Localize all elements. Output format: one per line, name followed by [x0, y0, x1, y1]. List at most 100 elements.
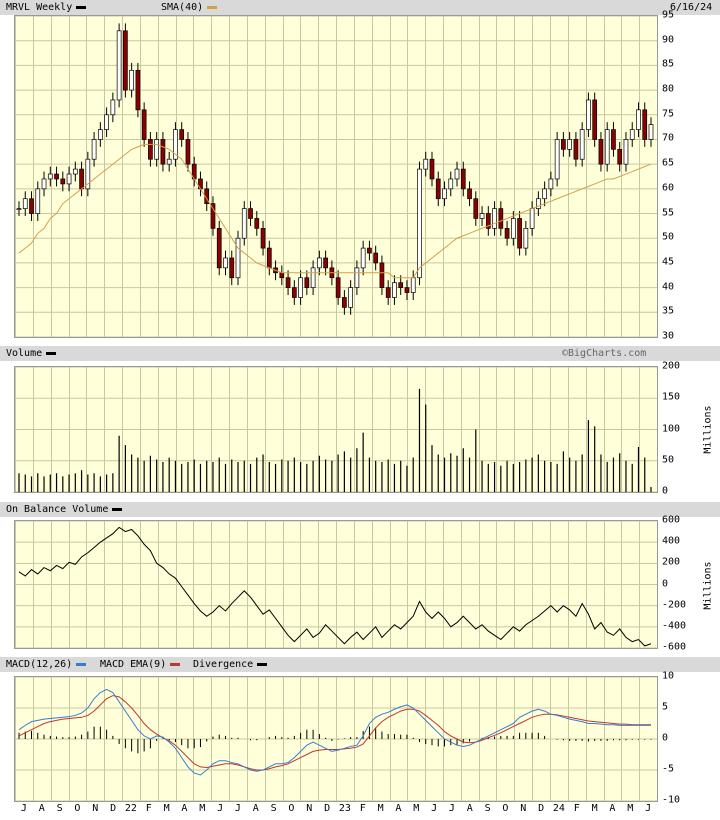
obv-y-axis: -600 -400 -200 0 200 400 600 [658, 515, 688, 653]
volume-chart [15, 367, 657, 492]
x-tick-label: J [20, 803, 27, 814]
x-tick-label: J [234, 803, 241, 814]
sma-legend: SMA(40) [161, 0, 218, 15]
x-tick-label: A [395, 803, 402, 814]
obv-label: On Balance Volume [6, 504, 109, 515]
macd-panel [14, 676, 658, 802]
divergence-legend: Divergence [193, 657, 268, 672]
y-tick-label: 50 [662, 454, 675, 466]
y-tick-label: 75 [662, 108, 675, 120]
volume-swatch [46, 351, 57, 355]
x-tick-label: 23 [338, 803, 351, 814]
x-tick-label: M [163, 803, 170, 814]
obv-panel [14, 520, 658, 649]
price-chart [15, 16, 657, 337]
x-tick-label: 22 [124, 803, 137, 814]
sma-swatch [207, 5, 218, 9]
y-tick-label: 95 [662, 9, 675, 21]
x-tick-label: M [377, 803, 384, 814]
ticker-legend: MRVL Weekly [6, 0, 87, 15]
obv-panel-header: On Balance Volume [0, 502, 720, 517]
y-tick-label: -10 [662, 794, 681, 806]
x-tick-label: N [92, 803, 99, 814]
x-tick-label: M [199, 803, 206, 814]
y-tick-label: 90 [662, 34, 675, 46]
x-tick-label: F [145, 803, 152, 814]
ticker-swatch [76, 5, 87, 9]
macd-ema-legend: MACD EMA(9) [100, 657, 181, 672]
x-tick-label: D [538, 803, 545, 814]
x-tick-label: M [627, 803, 634, 814]
x-tick-label: M [591, 803, 598, 814]
x-tick-label: F [359, 803, 366, 814]
y-tick-label: 85 [662, 58, 675, 70]
y-tick-label: 55 [662, 207, 675, 219]
x-tick-label: S [484, 803, 491, 814]
obv-swatch [112, 507, 123, 511]
divergence-swatch [257, 662, 268, 666]
price-y-axis: 30 35 40 45 50 55 60 65 70 75 80 85 90 95 [658, 10, 688, 342]
obv-chart [15, 521, 657, 648]
volume-label: Volume [6, 348, 43, 359]
x-tick-label: F [573, 803, 580, 814]
x-tick-label: A [466, 803, 473, 814]
volume-panel-header: Volume ©BigCharts.com [0, 346, 720, 361]
x-tick-label: S [56, 803, 63, 814]
x-tick-label: A [181, 803, 188, 814]
x-tick-label: S [270, 803, 277, 814]
y-tick-label: 50 [662, 231, 675, 243]
y-tick-label: 200 [662, 360, 681, 372]
y-tick-label: 600 [662, 514, 681, 526]
y-tick-label: 5 [662, 701, 669, 713]
y-tick-label: 40 [662, 281, 675, 293]
y-tick-label: 10 [662, 670, 675, 682]
macd-swatch [76, 662, 87, 666]
volume-panel [14, 366, 658, 493]
macd-panel-header: MACD(12,26) MACD EMA(9) Divergence [0, 657, 720, 672]
y-tick-label: 0 [662, 578, 669, 589]
x-tick-label: D [110, 803, 117, 814]
macd-ema-swatch [170, 662, 181, 666]
price-panel-header: MRVL Weekly SMA(40) 6/16/24 [0, 0, 720, 15]
x-tick-label: N [520, 803, 527, 814]
y-tick-label: 60 [662, 182, 675, 194]
volume-y-axis: 0 50 100 150 200 [658, 361, 688, 497]
y-tick-label: -400 [662, 620, 687, 632]
y-tick-label: -5 [662, 763, 675, 775]
x-tick-label: A [252, 803, 259, 814]
y-tick-label: -200 [662, 599, 687, 611]
x-tick-label: M [413, 803, 420, 814]
y-tick-label: 200 [662, 556, 681, 568]
x-tick-label: O [502, 803, 509, 814]
volume-unit: Millions [702, 405, 714, 454]
x-tick-label: 24 [552, 803, 565, 814]
y-tick-label: 70 [662, 132, 675, 144]
x-tick-label: N [306, 803, 313, 814]
y-tick-label: 100 [662, 423, 681, 434]
obv-unit: Millions [702, 561, 714, 610]
x-tick-label: A [609, 803, 616, 814]
y-tick-label: 80 [662, 83, 675, 95]
y-tick-label: 45 [662, 256, 675, 268]
macd-chart [15, 677, 657, 801]
y-tick-label: 65 [662, 157, 675, 169]
x-tick-label: J [645, 803, 652, 814]
x-tick-label: D [324, 803, 331, 814]
bigcharts-watermark: ©BigCharts.com [562, 348, 647, 359]
y-tick-label: -600 [662, 641, 687, 653]
price-panel [14, 15, 658, 338]
y-tick-label: 0 [662, 732, 669, 744]
y-tick-label: 30 [662, 330, 675, 342]
macd-y-axis: -10 -5 0 5 10 [658, 671, 688, 806]
x-tick-label: J [217, 803, 224, 814]
y-tick-label: 150 [662, 391, 681, 403]
x-tick-label: J [431, 803, 438, 814]
chart-date: 6/16/24 [670, 2, 713, 13]
x-tick-label: O [74, 803, 81, 814]
macd-legend: MACD(12,26) [6, 657, 87, 672]
x-tick-label: O [288, 803, 295, 814]
x-tick-label: J [448, 803, 455, 814]
x-tick-label: A [38, 803, 45, 814]
y-tick-label: 400 [662, 535, 681, 547]
y-tick-label: 35 [662, 305, 675, 317]
